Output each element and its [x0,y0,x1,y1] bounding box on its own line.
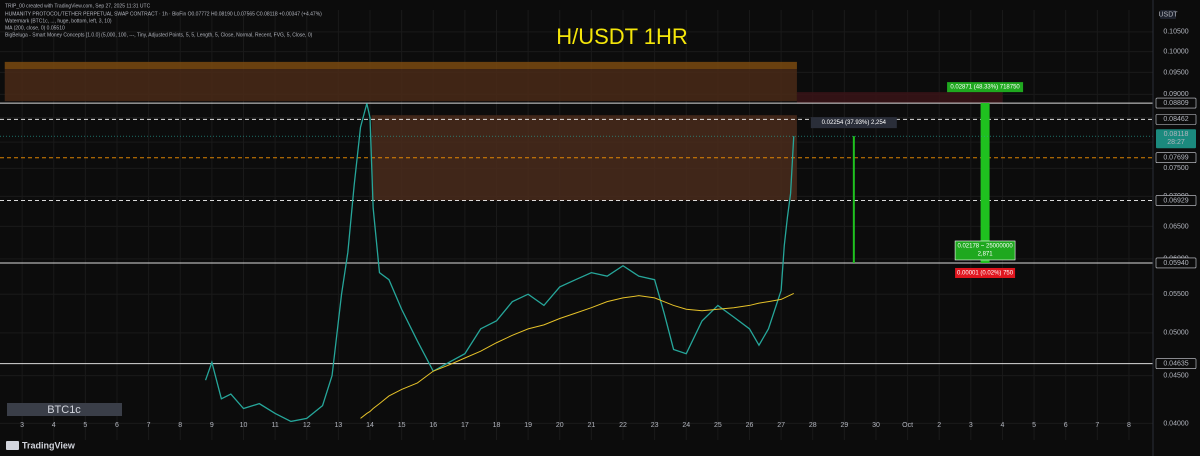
zone [4,69,797,102]
x-tick-label: 19 [524,422,532,429]
header-line: HUMANITY PROTOCOL/TETHER PERPETUAL SWAP … [5,11,322,17]
x-tick-label: 5 [1032,422,1036,429]
y-tick-label: 0.10500 [1163,29,1188,36]
price-tag: 0.08809 [1163,100,1188,107]
measure-label: 0.02254 (37.93%) 2,254 [822,120,887,126]
chart-title: H/USDT 1HR [556,24,688,49]
x-tick-label: 4 [52,422,56,429]
y-tick-label: 0.09500 [1163,69,1188,76]
x-tick-label: 23 [651,422,659,429]
x-tick-label: Oct [902,422,913,429]
currency: USDT [1158,11,1178,18]
x-tick-label: 5 [83,422,87,429]
zone [4,61,797,70]
x-tick-label: 20 [556,422,564,429]
x-tick-label: 14 [366,422,374,429]
x-tick-label: 17 [461,422,469,429]
price-tag-box [1155,152,1197,164]
x-tick-label: 2 [937,422,941,429]
position-box [954,240,1016,261]
x-tick-label: 6 [115,422,119,429]
loss-box [955,267,1016,278]
y-tick-label: 0.10000 [1163,48,1188,55]
price-tag: 0.04635 [1163,360,1188,367]
measure-bar [980,103,990,263]
loss-label: 0.00001 (0.02%) 750 [957,271,1014,277]
measure-label-box [810,117,897,129]
x-tick-label: 25 [714,422,722,429]
logo: TradingView [22,440,76,450]
x-tick-label: 11 [271,422,278,429]
zone [796,92,1003,104]
y-tick-label: 0.04500 [1163,372,1188,379]
x-tick-label: 28 [809,422,817,429]
last-price-box [1156,129,1196,149]
price-tag-box [1155,97,1197,109]
x-tick-label: 26 [746,422,754,429]
last-price: 0.08118 [1164,131,1189,138]
price-tag: 0.08462 [1163,116,1188,123]
header-line: BigBeluga - Smart Money Concepts [1.0.0]… [5,32,313,38]
price-tag: 0.05940 [1163,260,1188,267]
x-tick-label: 18 [493,422,501,429]
price-line [204,103,795,423]
watermark: BTC1c [47,404,81,416]
x-tick-label: 6 [1064,422,1068,429]
logo-icon [6,441,19,450]
y-tick-label: 0.07500 [1163,165,1188,172]
measure-label: 0.02871 (48.33%) 718750 [950,85,1020,91]
price-tag-box [1155,257,1197,269]
x-tick-label: 21 [587,422,595,429]
position-label: 0.02178 ~ 25000000 [957,244,1013,250]
x-tick-label: 24 [682,422,690,429]
x-tick-label: 12 [303,422,311,429]
x-tick-label: 4 [1001,422,1005,429]
x-tick-label: 13 [334,422,342,429]
y-tick-label: 0.09000 [1163,91,1188,98]
price-tag-box [1155,114,1197,125]
price-tag: 0.06929 [1163,197,1188,204]
countdown: 28:27 [1167,139,1185,146]
x-tick-label: 9 [210,422,214,429]
header-line: Watermark (BTC1c, ..., huge, bottom, lef… [5,18,112,24]
x-tick-label: 8 [1127,422,1131,429]
price-tag-box [1155,195,1197,206]
x-tick-label: 22 [619,422,627,429]
x-tick-label: 7 [1095,422,1099,429]
x-tick-label: 30 [872,422,880,429]
position-label: 2,871 [978,252,994,258]
credit: TRIP_00 created with TradingView.com, Se… [5,3,151,9]
y-tick-label: 0.05500 [1163,291,1188,298]
price-tag-box [1155,358,1197,369]
x-tick-label: 29 [840,422,848,429]
measure-label-box [947,82,1024,93]
x-tick-label: 3 [20,422,24,429]
x-tick-label: 3 [969,422,973,429]
y-tick-label: 0.05000 [1163,330,1188,337]
measure-bar [852,136,855,263]
y-tick-label: 0.04000 [1163,420,1188,427]
x-tick-label: 8 [178,422,182,429]
y-tick-label: 0.06500 [1163,223,1188,230]
x-tick-label: 7 [147,422,151,429]
moving-average [360,293,794,419]
x-tick-label: 10 [240,422,248,429]
watermark-box [7,403,122,416]
price-tag: 0.07699 [1163,155,1188,162]
x-tick-label: 16 [429,422,437,429]
x-tick-label: 15 [398,422,406,429]
header-line: MA (200, close, 0) 0.05510 [5,25,65,31]
x-tick-label: 27 [777,422,785,429]
currency-box [1160,10,1176,19]
